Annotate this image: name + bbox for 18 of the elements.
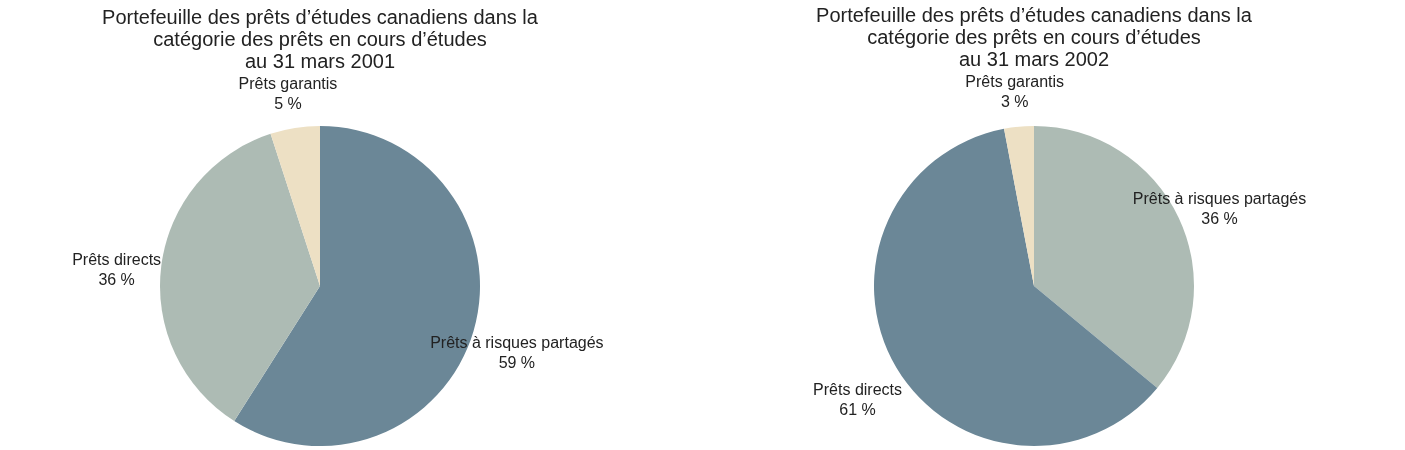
slice-label: Prêts à risques partagés xyxy=(1132,189,1307,207)
data-label: 36 % xyxy=(98,271,135,289)
slice-label: Prêts garantis xyxy=(965,72,1065,90)
slice-label: Prêts à risques partagés xyxy=(430,334,604,352)
data-label: 36 % xyxy=(1201,209,1238,227)
chart-title: Portefeuille des prêts d’études canadiens dans la catégorie des prêts en cours d’études au 31 mars 2002 xyxy=(816,3,1253,70)
data-label: 3 % xyxy=(1000,92,1029,110)
chart-title: Portefeuille des prêts d’études canadiens dans la catégorie des prêts en cours d’études au 31 mars 2001 xyxy=(102,5,539,72)
slice-label: Prêts directs xyxy=(813,381,903,399)
data-label: 61 % xyxy=(839,401,876,419)
slice-label: Prêts garantis xyxy=(238,74,338,92)
pie-slice xyxy=(1004,126,1034,286)
pie-slice xyxy=(160,133,320,422)
data-label: 59 % xyxy=(498,354,536,372)
data-label: 5 % xyxy=(274,94,302,112)
slice-label: Prêts directs xyxy=(72,251,162,269)
pie-slice xyxy=(234,126,480,446)
pie-slice xyxy=(270,126,320,286)
